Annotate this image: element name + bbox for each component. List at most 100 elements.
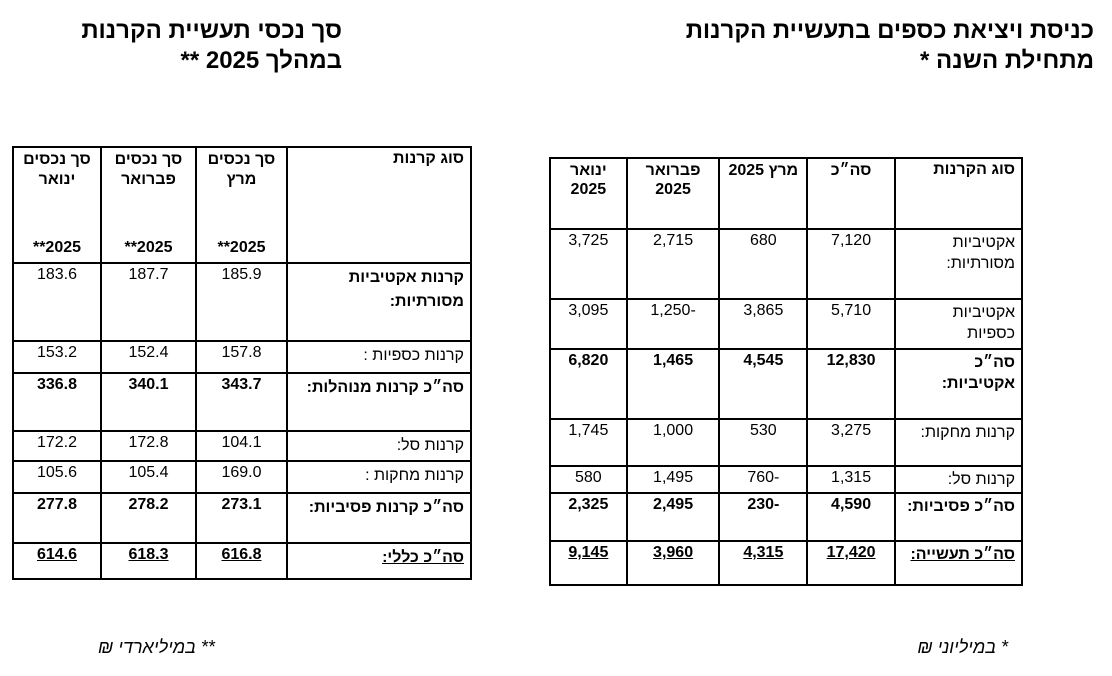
- assets-header-text: סך נכסים מרץ: [207, 151, 276, 188]
- flows-row: קרנות סל: 1,315 -760 1,495 580: [549, 465, 1024, 494]
- assets-body: קרנות אקטיביות מסורתיות: 185.9 187.7 183.6 ק…: [12, 262, 472, 580]
- assets-cell-mar-text: 273.1: [221, 496, 262, 513]
- flows-cell-mar: 680: [718, 228, 809, 300]
- flows-cell-feb-text: 2,495: [653, 496, 694, 513]
- assets-cell-label: קרנות מחקות :: [286, 460, 472, 494]
- assets-cell-feb: 105.4: [100, 460, 197, 494]
- flows-cell-feb: -1,250: [625, 298, 721, 350]
- assets-header-year: 2025**: [124, 239, 173, 256]
- flows-cell-feb-text: 1,000: [653, 422, 694, 439]
- flows-cell-jan: 3,725: [549, 228, 628, 300]
- flows-cell-total-text: 5,710: [831, 302, 872, 319]
- assets-row: סה״כ קרנות מנוהלות: 343.7 340.1 336.8: [12, 372, 472, 432]
- flows-header-total: סה״כ: [806, 157, 896, 230]
- assets-cell-label: קרנות אקטיביות מסורתיות:: [286, 262, 472, 342]
- flows-cell-mar-text: -230: [747, 496, 780, 513]
- flows-cell-total: 3,275: [806, 418, 896, 467]
- flows-cell-jan: 9,145: [549, 540, 628, 586]
- flows-title-line2: מתחילת השנה *: [920, 47, 1094, 74]
- flows-cell-label-text: סה״כ פסיביות:: [907, 498, 1015, 515]
- flows-cell-total: 1,315: [806, 465, 896, 494]
- flows-title-line1: כניסת ויציאת כספים בתעשיית הקרנות: [685, 17, 1094, 44]
- flows-cell-total: 12,830: [806, 348, 896, 420]
- assets-cell-jan-text: 183.6: [36, 266, 78, 283]
- flows-cell-feb-text: 1,465: [653, 352, 694, 369]
- assets-cell-mar-text: 343.7: [221, 376, 262, 393]
- assets-cell-label-text: קרנות מחקות :: [365, 467, 464, 484]
- assets-cell-feb-text: 278.2: [128, 496, 169, 513]
- flows-cell-total: 17,420: [806, 540, 896, 586]
- assets-cell-feb-text: 105.4: [128, 464, 169, 481]
- assets-cell-label-text: סה״כ קרנות פסיביות:: [308, 499, 464, 516]
- flows-row: סה״כ אקטיביות: 12,830 4,545 1,465 6,820: [549, 348, 1024, 420]
- assets-cell-feb: 187.7: [100, 262, 197, 342]
- flows-header-feb: פברואר 2025: [625, 157, 721, 230]
- flows-cell-jan-text: 2,325: [568, 496, 609, 513]
- assets-cell-jan: 105.6: [12, 460, 102, 494]
- flows-cell-jan-text: 580: [574, 469, 602, 486]
- assets-cell-feb: 340.1: [100, 372, 197, 432]
- assets-cell-jan: 153.2: [12, 340, 102, 374]
- flows-cell-feb-text: -1,250: [650, 302, 696, 319]
- assets-cell-jan-text: 277.8: [36, 496, 78, 513]
- assets-cell-jan: 277.8: [12, 492, 102, 544]
- assets-cell-mar-text: 616.8: [221, 546, 262, 563]
- assets-cell-mar-text: 185.9: [221, 266, 262, 283]
- flows-cell-label-text: קרנות מחקות:: [920, 424, 1015, 441]
- flows-body: אקטיביות מסורתיות: 7,120 680 2,715 3,725 אקטי…: [549, 228, 1024, 586]
- flows-cell-label-text: אקטיביות כספיות: [952, 304, 1015, 342]
- flows-cell-mar-text: -760: [747, 469, 780, 486]
- footnote-millions: * במיליוני ₪: [917, 637, 1008, 657]
- assets-cell-label-text: קרנות כספיות :: [363, 347, 464, 364]
- flows-row: סה״כ פסיביות: 4,590 -230 2,495 2,325: [549, 492, 1024, 542]
- flows-cell-label-text: אקטיביות מסורתיות:: [946, 234, 1015, 272]
- flows-row: סה״כ תעשייה: 17,420 4,315 3,960 9,145: [549, 540, 1024, 586]
- assets-cell-jan: 336.8: [12, 372, 102, 432]
- assets-cell-jan-text: 336.8: [36, 376, 78, 393]
- footnote-billions: ** במיליארדי ₪: [98, 637, 215, 657]
- assets-cell-feb: 618.3: [100, 542, 197, 580]
- assets-cell-jan-text: 105.6: [36, 464, 78, 481]
- assets-header-3: סך נכסים ינואר 2025**: [12, 146, 102, 264]
- flows-cell-total: 7,120: [806, 228, 896, 300]
- flows-cell-feb: 1,000: [625, 418, 721, 467]
- flows-cell-total-text: 17,420: [826, 544, 876, 561]
- assets-row: קרנות כספיות : 157.8 152.4 153.2: [12, 340, 472, 374]
- flows-cell-jan-text: 6,820: [568, 352, 609, 369]
- assets-cell-feb-text: 172.8: [128, 434, 169, 451]
- assets-cell-jan: 183.6: [12, 262, 102, 342]
- assets-cell-label-text: קרנות סל:: [396, 437, 464, 454]
- flows-cell-label-text: סה״כ אקטיביות:: [941, 354, 1015, 392]
- assets-row: סה״כ כללי: 616.8 618.3 614.6: [12, 542, 472, 580]
- flows-cell-feb-text: 1,495: [653, 469, 694, 486]
- flows-cell-mar: 4,545: [718, 348, 809, 420]
- flows-cell-feb: 2,715: [625, 228, 721, 300]
- assets-cell-mar: 343.7: [195, 372, 288, 432]
- assets-cell-mar-text: 169.0: [221, 464, 262, 481]
- assets-cell-feb-text: 152.4: [128, 344, 169, 361]
- assets-cell-mar: 616.8: [195, 542, 288, 580]
- assets-cell-label-text: קרנות אקטיביות מסורתיות:: [348, 269, 464, 310]
- assets-cell-mar: 104.1: [195, 430, 288, 462]
- flows-cell-feb-text: 3,960: [653, 544, 694, 561]
- flows-cell-total-text: 4,590: [831, 496, 872, 513]
- assets-cell-jan-text: 153.2: [36, 344, 78, 361]
- assets-cell-mar: 273.1: [195, 492, 288, 544]
- assets-cell-feb-text: 187.7: [128, 266, 169, 283]
- assets-cell-jan-text: 614.6: [36, 546, 78, 563]
- flows-cell-jan-text: 1,745: [568, 422, 609, 439]
- flows-cell-jan-text: 9,145: [568, 544, 609, 561]
- assets-header-text: סך נכסים פברואר: [114, 151, 183, 188]
- assets-table: סוג קרנות סך נכסים מרץ 2025** סך נכסים פברו…: [12, 146, 472, 580]
- flows-cell-total-text: 12,830: [826, 352, 876, 369]
- flows-cell-total-text: 3,275: [831, 422, 872, 439]
- assets-cell-mar: 157.8: [195, 340, 288, 374]
- assets-header-1: סך נכסים מרץ 2025**: [195, 146, 288, 264]
- flows-cell-jan: 2,325: [549, 492, 628, 542]
- assets-cell-jan: 172.2: [12, 430, 102, 462]
- flows-cell-jan: 580: [549, 465, 628, 494]
- assets-cell-mar: 169.0: [195, 460, 288, 494]
- flows-cell-mar: -230: [718, 492, 809, 542]
- assets-cell-label-text: סה״כ קרנות מנוהלות:: [306, 379, 464, 396]
- assets-cell-feb-text: 340.1: [128, 376, 169, 393]
